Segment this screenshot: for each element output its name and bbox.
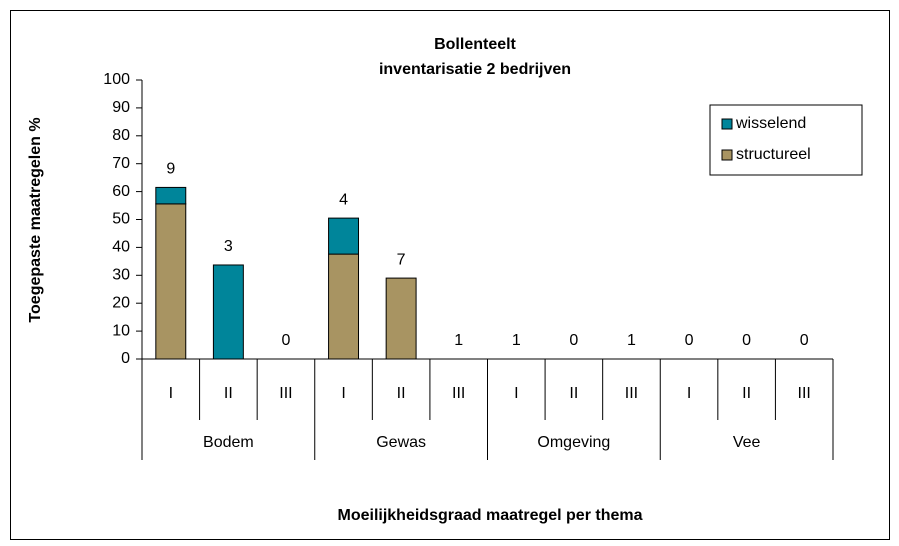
y-tick-label: 70 xyxy=(112,155,130,172)
y-tick-label: 10 xyxy=(112,322,130,339)
legend-label: structureel xyxy=(736,146,811,163)
y-tick-label: 50 xyxy=(112,211,130,228)
bar-segment xyxy=(212,264,244,360)
x-axis-title: Moeilijkheidsgraad maatregel per thema xyxy=(338,507,643,524)
legend-swatch xyxy=(721,149,733,161)
chart-subtitle: inventarisatie 2 bedrijven xyxy=(379,61,571,78)
chart-title: Bollenteelt xyxy=(434,36,516,53)
count-label: 9 xyxy=(166,161,175,178)
legend-swatch xyxy=(721,118,733,130)
x-tick-label: I xyxy=(341,385,345,402)
y-tick-label: 90 xyxy=(112,99,130,116)
x-tick-label: II xyxy=(397,385,406,402)
y-tick-label: 100 xyxy=(103,71,130,88)
x-tick-label: II xyxy=(569,385,578,402)
count-label: 1 xyxy=(512,332,521,349)
x-tick-label: III xyxy=(452,385,465,402)
group-label: Gewas xyxy=(376,434,426,451)
x-tick-label: II xyxy=(224,385,233,402)
count-label: 1 xyxy=(454,332,463,349)
count-label: 0 xyxy=(685,332,694,349)
y-tick-label: 40 xyxy=(112,239,130,256)
y-tick-label: 30 xyxy=(112,267,130,284)
x-tick-label: I xyxy=(169,385,173,402)
x-tick-label: III xyxy=(279,385,292,402)
x-tick-label: II xyxy=(742,385,751,402)
y-axis-title: Toegepaste maatregelen % xyxy=(27,117,44,322)
count-label: 0 xyxy=(282,332,291,349)
x-tick-label: III xyxy=(798,385,811,402)
bar-segment xyxy=(155,186,187,205)
bar-segment xyxy=(328,253,360,360)
group-label: Vee xyxy=(733,434,761,451)
count-label: 0 xyxy=(800,332,809,349)
y-tick-label: 0 xyxy=(121,350,130,367)
count-label: 0 xyxy=(742,332,751,349)
legend-box xyxy=(709,104,863,176)
bar-segment xyxy=(385,277,417,360)
legend-label: wisselend xyxy=(735,115,806,132)
group-label: Bodem xyxy=(203,434,254,451)
count-label: 1 xyxy=(627,332,636,349)
x-tick-label: I xyxy=(687,385,691,402)
count-label: 3 xyxy=(224,238,233,255)
x-tick-label: III xyxy=(625,385,638,402)
y-tick-label: 60 xyxy=(112,183,130,200)
bar-segment xyxy=(328,217,360,255)
group-label: Omgeving xyxy=(537,434,610,451)
count-label: 4 xyxy=(339,191,348,208)
x-tick-label: I xyxy=(514,385,518,402)
bar-segment xyxy=(155,203,187,360)
y-tick-label: 20 xyxy=(112,294,130,311)
count-label: 0 xyxy=(569,332,578,349)
y-tick-label: 80 xyxy=(112,127,130,144)
count-label: 7 xyxy=(397,251,406,268)
